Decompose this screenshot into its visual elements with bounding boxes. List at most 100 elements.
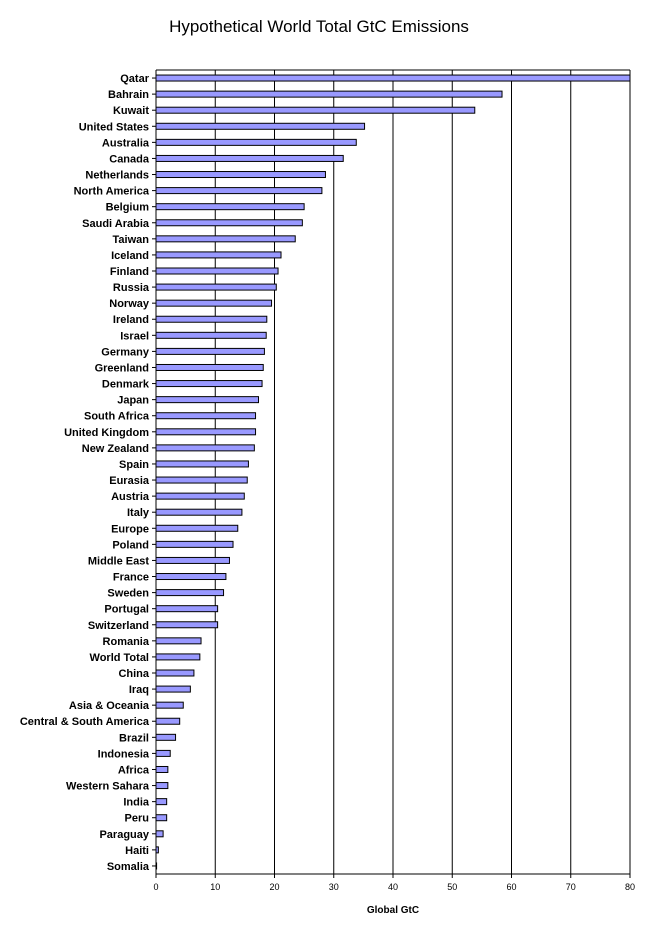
bar xyxy=(155,106,476,114)
bar xyxy=(155,765,169,773)
bar xyxy=(155,283,277,291)
bar xyxy=(155,540,234,548)
category-label: Haiti xyxy=(125,845,149,857)
category-label: China xyxy=(118,668,149,680)
category-label: Qatar xyxy=(120,73,149,85)
bar xyxy=(155,219,303,227)
category-label: Romania xyxy=(103,636,150,648)
category-label: Indonesia xyxy=(98,748,150,760)
category-label: Middle East xyxy=(88,555,149,567)
category-label: Ireland xyxy=(113,314,149,326)
category-label: Finland xyxy=(110,266,149,278)
bar xyxy=(155,331,267,339)
bar xyxy=(155,74,631,82)
x-tick-label: 40 xyxy=(388,882,398,892)
bar xyxy=(155,267,279,275)
category-label: South Africa xyxy=(84,411,150,423)
category-label: Norway xyxy=(109,298,150,310)
category-label: Central & South America xyxy=(20,716,150,728)
bar xyxy=(155,733,177,741)
bar xyxy=(155,154,344,162)
x-tick-label: 20 xyxy=(269,882,279,892)
category-label: Switzerland xyxy=(88,620,149,632)
bar xyxy=(155,524,239,532)
bar xyxy=(155,782,169,790)
category-label: Australia xyxy=(102,137,150,149)
category-label: Saudi Arabia xyxy=(82,218,150,230)
category-label: Bahrain xyxy=(108,89,149,101)
bar xyxy=(155,315,268,323)
category-label: Japan xyxy=(117,395,149,407)
bar xyxy=(155,299,273,307)
bar xyxy=(155,701,184,709)
x-tick-label: 0 xyxy=(153,882,158,892)
category-label: Paraguay xyxy=(99,829,149,841)
category-label: Russia xyxy=(113,282,150,294)
bar xyxy=(155,798,168,806)
category-label: United Kingdom xyxy=(64,427,149,439)
category-label: Poland xyxy=(112,539,149,551)
category-label: Iraq xyxy=(129,684,149,696)
category-label: Canada xyxy=(109,153,150,165)
category-label: Western Sahara xyxy=(66,781,150,793)
category-label: Israel xyxy=(120,330,149,342)
bar xyxy=(155,621,219,629)
bar xyxy=(155,187,323,195)
category-label: Belgium xyxy=(106,202,150,214)
bar xyxy=(155,203,305,211)
category-label: Italy xyxy=(127,507,150,519)
bar xyxy=(155,363,264,371)
bar xyxy=(155,637,202,645)
category-label: Portugal xyxy=(104,604,149,616)
bar xyxy=(155,492,245,500)
category-label: Greenland xyxy=(95,362,149,374)
x-tick-label: 50 xyxy=(447,882,457,892)
category-label: North America xyxy=(74,186,150,198)
bar xyxy=(155,235,296,243)
bar xyxy=(155,653,201,661)
bar xyxy=(155,90,503,98)
bar xyxy=(155,830,164,838)
category-label: Brazil xyxy=(119,732,149,744)
bar xyxy=(155,380,263,388)
category-label: New Zealand xyxy=(82,443,149,455)
bar xyxy=(155,508,243,516)
x-axis-label: Global GtC xyxy=(367,905,419,916)
x-tick-label: 30 xyxy=(329,882,339,892)
category-label: Peru xyxy=(125,813,149,825)
bar xyxy=(155,138,357,146)
x-tick-label: 60 xyxy=(506,882,516,892)
category-label: United States xyxy=(79,121,149,133)
category-label: Iceland xyxy=(111,250,149,262)
category-label: Europe xyxy=(111,523,149,535)
category-label: Sweden xyxy=(107,588,149,600)
bar xyxy=(155,589,225,597)
category-labels: Qatar Bahrain Kuwait United States Australia… xyxy=(20,73,150,873)
category-label: Netherlands xyxy=(85,170,149,182)
bar xyxy=(155,669,195,677)
x-tick-labels: 0 10 20 30 40 50 60 70 80 xyxy=(153,874,635,892)
bar xyxy=(155,717,181,725)
bar xyxy=(155,396,260,404)
x-tick-label: 80 xyxy=(625,882,635,892)
bar xyxy=(155,428,257,436)
bar xyxy=(155,251,282,259)
bar xyxy=(155,749,171,757)
bar xyxy=(155,412,257,420)
category-label: Asia & Oceania xyxy=(69,700,150,712)
x-tick-label: 70 xyxy=(566,882,576,892)
category-label: Eurasia xyxy=(109,475,150,487)
category-label: India xyxy=(123,797,150,809)
category-label: Somalia xyxy=(107,861,150,873)
bar xyxy=(155,347,265,355)
category-label: Denmark xyxy=(102,379,150,391)
bar xyxy=(155,444,255,452)
bar xyxy=(155,573,227,581)
bar xyxy=(155,171,326,179)
chart-title: Hypothetical World Total GtC Emissions xyxy=(169,17,469,36)
bar xyxy=(155,814,168,822)
bar xyxy=(155,556,230,564)
category-label: Austria xyxy=(111,491,150,503)
bar xyxy=(155,605,219,613)
